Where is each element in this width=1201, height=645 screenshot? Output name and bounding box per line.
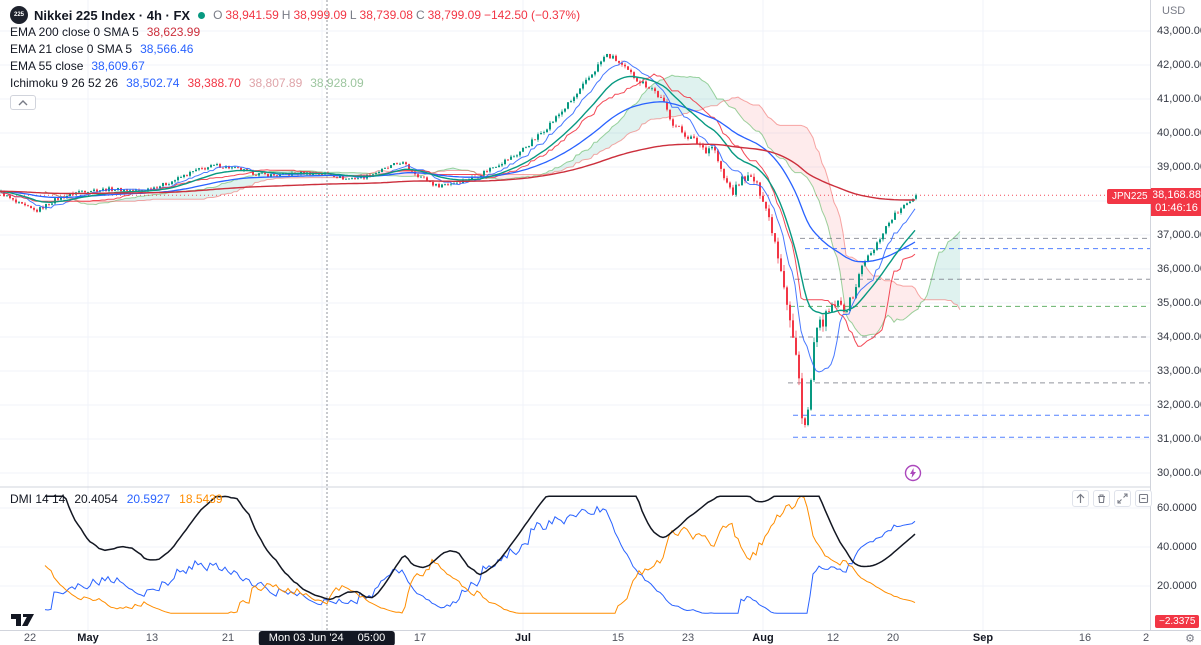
time-axis-label: May — [77, 632, 99, 644]
collapse-icon — [1138, 493, 1149, 504]
crosshair-time-tooltip: Mon 03 Jun '24 05:00 — [258, 631, 396, 645]
chart-legend: 225 Nikkei 225 Index · 4h · FX O 38,941.… — [10, 6, 580, 110]
price-axis-label: 39,000.00 — [1157, 161, 1201, 173]
dmi-axis-label: 40.0000 — [1157, 541, 1197, 553]
indicator-title-ema200[interactable]: EMA 200 close 0 SMA 5 — [10, 25, 139, 39]
symbol-logo-icon[interactable]: 225 — [10, 6, 28, 24]
maximize-pane-button[interactable] — [1114, 490, 1131, 507]
ohlc-open-value: 38,941.59 — [225, 8, 279, 22]
pane-toolbar — [1072, 490, 1152, 507]
dmi-adx-value: 20.4054 — [74, 492, 118, 506]
time-axis-label: 15 — [611, 632, 625, 644]
indicator-row-ema55: EMA 55 close 38,609.67 — [10, 58, 580, 74]
symbol-price-chip: JPN225 — [1107, 189, 1153, 204]
trash-icon — [1098, 494, 1105, 504]
dmi-axis-label: 60.0000 — [1157, 502, 1197, 514]
price-axis-label: 32,000.00 — [1157, 399, 1201, 411]
crosshair-time: 05:00 — [357, 632, 386, 644]
indicator-value: 38,807.89 — [248, 76, 303, 90]
time-axis-label: Jul — [515, 632, 531, 644]
dmi-axis-label: 20.0000 — [1157, 580, 1197, 592]
time-axis-label: 22 — [23, 632, 37, 644]
time-axis[interactable]: Mon 03 Jun '24 05:00 ⚙ 22 May 13 21 17 Jul 15 2… — [0, 630, 1201, 645]
price-axis-label: 40,000.00 — [1157, 127, 1201, 139]
collapse-legend-button[interactable] — [10, 95, 36, 110]
price-axis[interactable]: USD 38,168.88 01:46:16 −2.3375 43,000.00… — [1150, 0, 1201, 630]
current-price-tag: 38,168.88 01:46:16 — [1151, 188, 1201, 216]
ohlc-low-value: 38,739.08 — [359, 8, 413, 22]
market-status-icon[interactable] — [198, 11, 206, 19]
indicator-value-tag: −2.3375 — [1155, 615, 1200, 628]
current-price-value: 38,168.88 — [1152, 189, 1201, 201]
ohlc-change-value: −142.50 (−0.37%) — [484, 8, 581, 22]
time-axis-label: 23 — [681, 632, 695, 644]
price-axis-label: 36,000.00 — [1157, 263, 1201, 275]
time-axis-label: 2 — [1142, 632, 1150, 644]
crosshair-date: Mon 03 Jun '24 — [268, 632, 344, 644]
time-axis-label: Aug — [752, 632, 774, 644]
lightning-marker-icon[interactable] — [904, 464, 922, 485]
indicator-value: 38,928.09 — [310, 76, 364, 90]
ohlc-high-value: 38,999.09 — [293, 8, 347, 22]
time-axis-label: 17 — [413, 632, 427, 644]
price-axis-label: 31,000.00 — [1157, 433, 1201, 445]
move-pane-up-button[interactable] — [1072, 490, 1089, 507]
indicator-value: 38,566.46 — [140, 42, 194, 56]
indicator-row-ema21: EMA 21 close 0 SMA 5 38,566.46 — [10, 41, 580, 57]
dmi-legend: DMI 14 14 20.4054 20.5927 18.5439 — [10, 492, 223, 506]
price-axis-label: 34,000.00 — [1157, 331, 1201, 343]
delete-pane-button[interactable] — [1093, 490, 1110, 507]
currency-label[interactable]: USD — [1162, 5, 1186, 17]
indicator-title-ema21[interactable]: EMA 21 close 0 SMA 5 — [10, 42, 133, 56]
bar-countdown: 01:46:16 — [1155, 202, 1198, 214]
time-axis-label: 20 — [886, 632, 900, 644]
price-axis-label: 42,000.00 — [1157, 59, 1201, 71]
indicator-value: 38,609.67 — [91, 59, 145, 73]
symbol-title[interactable]: Nikkei 225 Index · 4h · FX — [34, 7, 191, 23]
arrow-up-icon — [1076, 493, 1085, 503]
time-axis-label: 12 — [826, 632, 840, 644]
indicator-title-ichimoku[interactable]: Ichimoku 9 26 52 26 — [10, 76, 119, 90]
price-axis-label: 41,000.00 — [1157, 93, 1201, 105]
price-axis-label: 37,000.00 — [1157, 229, 1201, 241]
time-axis-label: 21 — [221, 632, 235, 644]
indicator-row-ichimoku: Ichimoku 9 26 52 26 38,502.74 38,388.70 … — [10, 75, 580, 91]
tradingview-logo[interactable] — [10, 610, 36, 633]
ohlc-readout: O 38,941.59 H 38,999.09 L 38,739.08 C 38… — [213, 8, 580, 22]
indicator-value: 38,388.70 — [187, 76, 241, 90]
tradingview-logo-icon — [11, 614, 34, 626]
dmi-title[interactable]: DMI 14 14 — [10, 492, 66, 506]
time-axis-label: 13 — [145, 632, 159, 644]
indicator-value: 38,502.74 — [126, 76, 180, 90]
ohlc-close-value: 38,799.09 — [427, 8, 481, 22]
ohlc-high-label: H — [281, 8, 291, 22]
symbol-row: 225 Nikkei 225 Index · 4h · FX O 38,941.… — [10, 6, 580, 24]
ohlc-open-label: O — [213, 8, 223, 22]
indicator-row-ema200: EMA 200 close 0 SMA 5 38,623.99 — [10, 24, 580, 40]
dmi-minus-di-value: 18.5439 — [179, 492, 223, 506]
ohlc-close-label: C — [415, 8, 425, 22]
time-axis-label: 16 — [1078, 632, 1092, 644]
axis-settings-gear-icon[interactable]: ⚙ — [1185, 633, 1195, 645]
time-axis-label: Sep — [972, 632, 994, 644]
ohlc-low-label: L — [349, 8, 357, 22]
indicator-title-ema55[interactable]: EMA 55 close — [10, 59, 84, 73]
dmi-plus-di-value: 20.5927 — [126, 492, 171, 506]
chevron-up-icon — [18, 99, 28, 105]
price-axis-label: 30,000.00 — [1157, 467, 1201, 479]
indicator-value: 38,623.99 — [146, 25, 201, 39]
price-axis-label: 35,000.00 — [1157, 297, 1201, 309]
price-axis-label: 43,000.00 — [1157, 25, 1201, 37]
price-axis-label: 33,000.00 — [1157, 365, 1201, 377]
maximize-icon — [1117, 493, 1128, 504]
collapse-pane-button[interactable] — [1135, 490, 1152, 507]
